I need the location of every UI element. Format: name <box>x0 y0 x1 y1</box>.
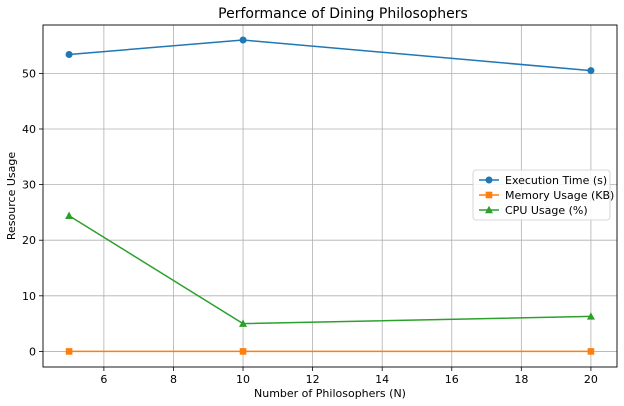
series-line <box>68 215 591 325</box>
data-point-marker <box>65 348 73 355</box>
data-point-marker <box>586 312 595 320</box>
x-tick-label: 18 <box>514 373 528 386</box>
y-axis-ticks: 0 10 20 30 40 50 <box>22 67 43 358</box>
legend: Execution Time (s) Memory Usage (KB) CPU U… <box>472 169 614 221</box>
data-point-marker <box>239 36 247 44</box>
data-point-marker <box>587 67 595 75</box>
data-point-marker <box>239 319 248 327</box>
legend-box <box>472 169 611 221</box>
legend-label: CPU Usage (%) <box>505 204 588 217</box>
y-axis-label: Resource Usage <box>5 152 18 240</box>
y-tick-label: 20 <box>22 234 36 247</box>
grid <box>43 25 617 367</box>
x-axis-label: Number of Philosophers (N) <box>254 387 406 400</box>
legend-marker <box>485 176 493 184</box>
legend-marker <box>485 191 493 199</box>
chart-title: Performance of Dining Philosophers <box>218 6 468 22</box>
legend-label: Execution Time (s) <box>505 174 607 187</box>
x-tick-label: 12 <box>306 373 320 386</box>
data-point-marker <box>65 211 74 219</box>
y-tick-label: 50 <box>22 67 36 80</box>
series-line <box>69 39 591 72</box>
x-tick-label: 6 <box>100 373 107 386</box>
x-axis-ticks: 6 8 10 12 14 16 18 20 <box>100 367 598 386</box>
legend-marker <box>485 205 493 214</box>
y-tick-label: 0 <box>29 345 36 358</box>
x-tick-label: 16 <box>445 373 459 386</box>
y-tick-label: 40 <box>22 123 36 136</box>
data-point-marker <box>65 50 73 58</box>
legend-label: Memory Usage (KB) <box>505 189 614 202</box>
x-tick-label: 8 <box>170 373 177 386</box>
y-tick-label: 10 <box>22 290 36 303</box>
x-tick-label: 14 <box>375 373 389 386</box>
x-tick-label: 20 <box>584 373 598 386</box>
series-2 <box>65 211 595 327</box>
y-tick-label: 30 <box>22 179 36 192</box>
series-layer <box>65 36 595 355</box>
data-point-marker <box>587 348 595 355</box>
legend-entry: CPU Usage (%) <box>479 204 588 217</box>
legend-entry: Memory Usage (KB) <box>479 189 614 202</box>
plot-frame <box>42 24 618 368</box>
x-tick-label: 10 <box>236 373 250 386</box>
series-1 <box>65 348 595 355</box>
series-0 <box>65 36 595 75</box>
legend-entry: Execution Time (s) <box>479 174 607 187</box>
data-point-marker <box>239 348 247 355</box>
